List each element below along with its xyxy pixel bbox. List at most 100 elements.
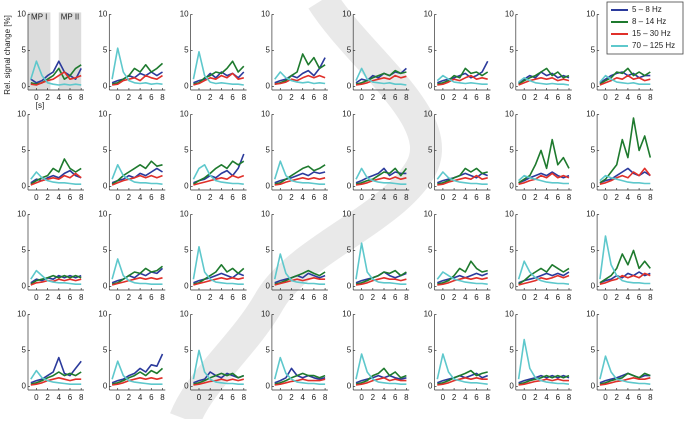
series-line: [518, 172, 570, 185]
x-tick-label: 4: [544, 93, 549, 102]
series-line: [111, 62, 164, 85]
series-line: [111, 174, 163, 186]
series-line: [193, 277, 244, 286]
x-tick-label: 6: [149, 93, 154, 102]
series-line: [355, 167, 407, 185]
x-tick-label: 4: [57, 193, 62, 202]
x-tick-label: 2: [45, 93, 50, 102]
series-line: [111, 367, 164, 385]
x-tick-label: 2: [533, 93, 538, 102]
y-tick-label: 0: [509, 382, 514, 391]
x-tick-label: 6: [393, 393, 398, 402]
x-tick-label: 4: [138, 293, 143, 302]
series-line: [518, 271, 570, 284]
x-tick-label: 8: [567, 93, 572, 102]
x-tick-label: 0: [278, 193, 283, 202]
y-tick-label: 5: [428, 346, 433, 355]
x-tick-label: 6: [637, 93, 642, 102]
x-tick-label: 2: [371, 293, 376, 302]
y-tick-label: 10: [586, 210, 595, 219]
x-tick-label: 0: [34, 393, 39, 402]
x-tick-label: 4: [300, 293, 305, 302]
series-line: [599, 67, 651, 85]
x-tick-label: 2: [127, 93, 132, 102]
series-line: [274, 269, 326, 285]
y-tick-label: 0: [103, 182, 108, 191]
series-line: [192, 160, 245, 185]
x-tick-label: 6: [474, 293, 479, 302]
y-tick-label: 5: [509, 46, 514, 55]
x-tick-label: 0: [34, 293, 39, 302]
y-tick-label: 0: [184, 282, 189, 291]
y-tick-label: 5: [591, 46, 596, 55]
x-tick-label: 2: [533, 193, 538, 202]
series-line: [30, 60, 82, 84]
x-tick-label: 4: [138, 193, 143, 202]
x-tick-label: 0: [522, 193, 527, 202]
x-tick-label: 4: [219, 393, 224, 402]
x-tick-label: 0: [522, 93, 527, 102]
y-tick-label: 0: [22, 282, 27, 291]
x-tick-label: 8: [323, 393, 328, 402]
y-tick-label: 5: [184, 246, 189, 255]
x-tick-label: 6: [556, 93, 561, 102]
series-line: [111, 267, 164, 284]
y-tick-label: 0: [591, 182, 596, 191]
series-line: [193, 264, 245, 285]
series-line: [599, 167, 651, 185]
x-tick-label: 8: [404, 193, 409, 202]
x-tick-label: 6: [637, 193, 642, 202]
x-tick-label: 8: [567, 193, 572, 202]
y-tick-label: 10: [180, 210, 189, 219]
x-tick-label: 8: [648, 193, 653, 202]
x-axis-label: [s]: [36, 101, 44, 110]
x-tick-label: 4: [382, 93, 387, 102]
x-tick-label: 8: [79, 193, 84, 202]
y-tick-label: 10: [261, 110, 270, 119]
y-tick-label: 0: [103, 382, 108, 391]
x-tick-label: 6: [393, 193, 398, 202]
series-line: [518, 378, 569, 386]
x-tick-label: 2: [614, 293, 619, 302]
series-line: [30, 274, 82, 285]
series-line: [30, 377, 82, 386]
x-tick-label: 6: [149, 193, 154, 202]
y-tick-label: 5: [265, 246, 270, 255]
x-tick-label: 6: [312, 193, 317, 202]
series-line: [437, 277, 488, 286]
series-line: [436, 171, 488, 185]
x-tick-label: 2: [289, 93, 294, 102]
y-tick-label: 0: [184, 82, 189, 91]
y-tick-label: 0: [509, 182, 514, 191]
series-line: [111, 353, 164, 384]
x-tick-label: 4: [626, 393, 631, 402]
x-tick-label: 8: [323, 93, 328, 102]
series-line: [355, 167, 408, 185]
y-tick-label: 0: [428, 82, 433, 91]
series-line: [437, 260, 488, 285]
y-tick-label: 10: [342, 210, 351, 219]
series-line: [599, 74, 651, 86]
series-line: [111, 265, 163, 285]
x-tick-label: 8: [404, 293, 409, 302]
y-tick-label: 10: [424, 310, 433, 319]
y-tick-label: 5: [509, 146, 514, 155]
series-line: [518, 274, 570, 286]
y-tick-label: 5: [347, 246, 352, 255]
x-tick-label: 4: [382, 193, 387, 202]
x-tick-label: 4: [300, 93, 305, 102]
series-line: [518, 77, 570, 86]
series-line: [517, 338, 570, 385]
x-tick-label: 6: [556, 393, 561, 402]
series-line: [193, 60, 245, 85]
series-line: [111, 377, 163, 386]
x-tick-label: 8: [323, 193, 328, 202]
x-tick-label: 0: [603, 293, 608, 302]
x-tick-label: 8: [567, 393, 572, 402]
series-line: [436, 74, 488, 85]
x-tick-label: 2: [533, 293, 538, 302]
x-tick-label: 0: [359, 393, 364, 402]
y-tick-label: 0: [184, 182, 189, 191]
y-tick-label: 0: [22, 382, 27, 391]
series-line: [30, 60, 82, 86]
